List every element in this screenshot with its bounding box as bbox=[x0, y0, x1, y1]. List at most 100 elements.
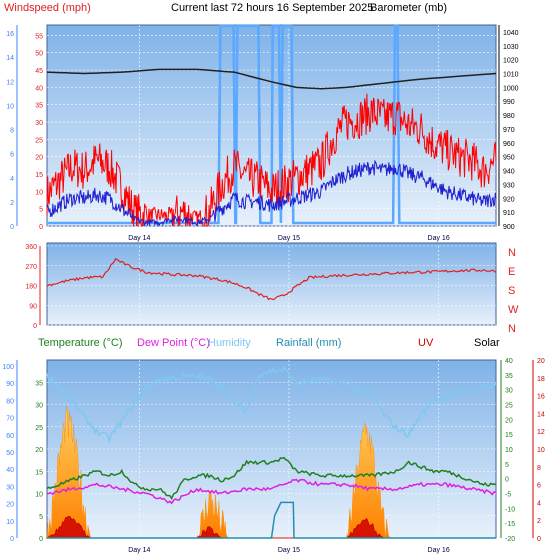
kmh-tick-label: 4 bbox=[10, 176, 14, 183]
barometer-tick-label: 950 bbox=[503, 155, 515, 162]
temp-tick-label: 15 bbox=[35, 469, 43, 476]
uv-tick-label: 0 bbox=[537, 536, 541, 543]
axes: 0510152025303540455055024681012141690091… bbox=[2, 25, 545, 554]
humidity-tick-label: 70 bbox=[6, 416, 14, 423]
uv-tick-label: 10 bbox=[537, 447, 545, 454]
day-tick-label: Day 16 bbox=[428, 547, 450, 554]
temp-right-tick-label: -20 bbox=[505, 536, 515, 543]
barometer-tick-label: 1010 bbox=[503, 72, 519, 79]
temp-right-tick-label: -10 bbox=[505, 506, 515, 513]
barometer-series bbox=[46, 68, 497, 90]
day-tick-label: Day 14 bbox=[128, 547, 150, 554]
wind-tick-label: 35 bbox=[35, 103, 43, 110]
uv-tick-label: 8 bbox=[537, 465, 541, 472]
barometer-tick-label: 1040 bbox=[503, 30, 519, 37]
kmh-tick-label: 16 bbox=[6, 31, 14, 38]
wind-tick-label: 45 bbox=[35, 68, 43, 75]
humidity-label: Humidity bbox=[208, 337, 251, 349]
direction-panel bbox=[46, 242, 497, 326]
dew-point-series bbox=[46, 478, 497, 505]
wind-tick-label: 20 bbox=[35, 155, 43, 162]
wind-tick-label: 10 bbox=[35, 189, 43, 196]
uv-tick-label: 12 bbox=[537, 429, 545, 436]
temp-tick-label: 35 bbox=[35, 380, 43, 387]
humidity-series bbox=[46, 365, 497, 444]
barometer-tick-label: 940 bbox=[503, 169, 515, 176]
wind-tick-label: 55 bbox=[35, 33, 43, 40]
uv-tick-label: 18 bbox=[537, 376, 545, 383]
chart-title: Current last 72 hours 16 September 2025 bbox=[171, 2, 373, 14]
humidity-tick-label: 60 bbox=[6, 433, 14, 440]
plot-series bbox=[45, 24, 497, 539]
rain-flag-series bbox=[47, 24, 496, 225]
day-tick-label: Day 15 bbox=[278, 547, 300, 554]
kmh-tick-label: 8 bbox=[10, 128, 14, 135]
barometer-tick-label: 930 bbox=[503, 182, 515, 189]
direction-tick-label: 270 bbox=[25, 264, 37, 271]
temp-tick-label: 25 bbox=[35, 425, 43, 432]
wind-tick-label: 0 bbox=[39, 224, 43, 231]
direction-tick-label: 0 bbox=[33, 323, 37, 330]
direction-tick-label: 360 bbox=[25, 244, 37, 251]
barometer-tick-label: 1030 bbox=[503, 44, 519, 51]
direction-series bbox=[46, 257, 497, 301]
compass-label: E bbox=[508, 266, 515, 278]
windspeed-label: Windspeed (mph) bbox=[4, 2, 91, 14]
uv-tick-label: 2 bbox=[537, 518, 541, 525]
dew-point-label: Dew Point (°C) bbox=[137, 337, 210, 349]
temp-right-tick-label: 35 bbox=[505, 373, 513, 380]
solar-label: Solar bbox=[474, 337, 500, 349]
temp-right-tick-label: 10 bbox=[505, 447, 513, 454]
barometer-tick-label: 960 bbox=[503, 141, 515, 148]
temp-right-tick-label: -15 bbox=[505, 521, 515, 528]
humidity-tick-label: 80 bbox=[6, 398, 14, 405]
temp-right-tick-label: 15 bbox=[505, 432, 513, 439]
temp-right-tick-label: 30 bbox=[505, 388, 513, 395]
temp-right-tick-label: 5 bbox=[505, 462, 509, 469]
humidity-tick-label: 40 bbox=[6, 467, 14, 474]
compass-label: N bbox=[508, 323, 516, 335]
humidity-tick-label: 50 bbox=[6, 450, 14, 457]
direction-tick-label: 180 bbox=[25, 284, 37, 291]
temp-tick-label: 10 bbox=[35, 492, 43, 499]
temperature-label: Temperature (°C) bbox=[38, 337, 122, 349]
temp-right-tick-label: 0 bbox=[505, 477, 509, 484]
humidity-tick-label: 20 bbox=[6, 502, 14, 509]
wind-tick-label: 5 bbox=[39, 207, 43, 214]
barometer-tick-label: 990 bbox=[503, 99, 515, 106]
compass-label: S bbox=[508, 285, 515, 297]
rainfall-label: Rainfall (mm) bbox=[276, 337, 341, 349]
compass-label: N bbox=[508, 247, 516, 259]
wind-tick-label: 25 bbox=[35, 137, 43, 144]
temp-right-tick-label: 25 bbox=[505, 403, 513, 410]
uv-tick-label: 6 bbox=[537, 483, 541, 490]
barometer-tick-label: 1000 bbox=[503, 85, 519, 92]
barometer-tick-label: 920 bbox=[503, 196, 515, 203]
humidity-tick-label: 10 bbox=[6, 519, 14, 526]
rainfall-series bbox=[47, 501, 496, 539]
kmh-tick-label: 10 bbox=[6, 103, 14, 110]
temp-tick-label: 5 bbox=[39, 514, 43, 521]
day-tick-label: Day 15 bbox=[278, 235, 300, 242]
humidity-tick-label: 30 bbox=[6, 484, 14, 491]
day-tick-label: Day 14 bbox=[128, 235, 150, 242]
humidity-tick-label: 0 bbox=[10, 536, 14, 543]
wind-tick-label: 15 bbox=[35, 172, 43, 179]
kmh-tick-label: 14 bbox=[6, 55, 14, 62]
barometer-tick-label: 970 bbox=[503, 127, 515, 134]
barometer-tick-label: 900 bbox=[503, 224, 515, 231]
temp-tick-label: 20 bbox=[35, 447, 43, 454]
wind-tick-label: 30 bbox=[35, 120, 43, 127]
kmh-tick-label: 6 bbox=[10, 152, 14, 159]
kmh-tick-label: 12 bbox=[6, 79, 14, 86]
humidity-tick-label: 100 bbox=[2, 364, 14, 371]
temp-right-tick-label: 40 bbox=[505, 358, 513, 365]
wind-tick-label: 40 bbox=[35, 85, 43, 92]
barometer-tick-label: 1020 bbox=[503, 58, 519, 65]
uv-label: UV bbox=[418, 337, 434, 349]
humidity-tick-label: 90 bbox=[6, 381, 14, 388]
temp-tick-label: 30 bbox=[35, 403, 43, 410]
temp-right-tick-label: -5 bbox=[505, 492, 511, 499]
